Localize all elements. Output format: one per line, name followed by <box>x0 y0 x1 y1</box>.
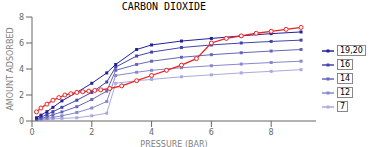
html-text:7: 7 <box>340 102 346 111</box>
html-text:19,20: 19,20 <box>340 46 363 55</box>
svg-text:2: 2 <box>19 91 24 100</box>
svg-text:4: 4 <box>19 65 24 74</box>
svg-text:6: 6 <box>19 39 24 48</box>
svg-text:2: 2 <box>89 128 94 137</box>
svg-text:4: 4 <box>149 128 154 137</box>
svg-text:0: 0 <box>19 117 24 126</box>
svg-text:0: 0 <box>29 128 34 137</box>
html-text:14: 14 <box>340 74 351 83</box>
html-text:16: 16 <box>340 60 351 69</box>
html-text:CARBON DIOXIDE: CARBON DIOXIDE <box>121 1 207 12</box>
svg-text:PRESSURE (BAR): PRESSURE (BAR) <box>140 140 207 147</box>
html-text:12: 12 <box>340 88 351 97</box>
svg-text:8: 8 <box>19 13 24 22</box>
svg-text:6: 6 <box>209 128 214 137</box>
svg-text:AMOUNT ADSORBED: AMOUNT ADSORBED <box>8 27 15 110</box>
svg-text:8: 8 <box>269 128 274 137</box>
